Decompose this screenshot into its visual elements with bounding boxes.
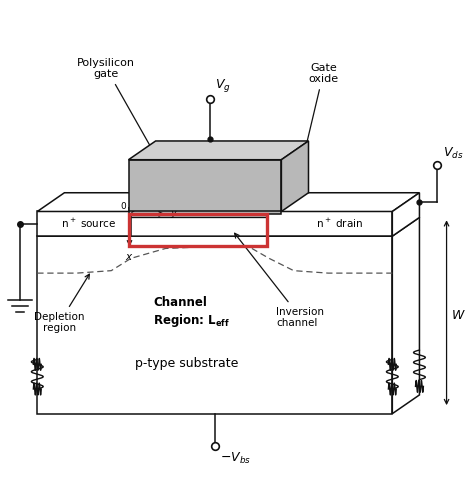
- Polygon shape: [266, 212, 392, 236]
- Text: Polysilicon
gate: Polysilicon gate: [77, 58, 164, 172]
- Text: Channel
Region: $\mathbf{L_{eff}}$: Channel Region: $\mathbf{L_{eff}}$: [153, 296, 230, 329]
- Text: Gate
oxide: Gate oxide: [300, 62, 338, 166]
- Polygon shape: [128, 160, 282, 212]
- Text: Inversion
channel: Inversion channel: [235, 233, 324, 328]
- Text: $x$: $x$: [125, 252, 134, 262]
- Polygon shape: [37, 236, 392, 414]
- Polygon shape: [282, 141, 309, 212]
- Text: p-type substrate: p-type substrate: [135, 358, 238, 370]
- Text: $W$: $W$: [452, 309, 466, 322]
- Polygon shape: [37, 212, 131, 236]
- Polygon shape: [37, 193, 158, 212]
- Text: 0: 0: [120, 202, 126, 211]
- Text: n$^+$ drain: n$^+$ drain: [316, 217, 363, 230]
- Bar: [128, 214, 266, 246]
- Polygon shape: [392, 217, 419, 414]
- Text: $V_g$: $V_g$: [215, 77, 231, 94]
- Polygon shape: [392, 193, 419, 236]
- Text: n$^+$ source: n$^+$ source: [62, 217, 117, 230]
- Text: $V_{ds}$: $V_{ds}$: [443, 146, 463, 161]
- Text: Depletion
region: Depletion region: [34, 274, 89, 333]
- Text: $y$: $y$: [170, 208, 179, 220]
- Polygon shape: [266, 193, 419, 212]
- Polygon shape: [128, 189, 309, 208]
- Polygon shape: [37, 217, 419, 236]
- Polygon shape: [128, 208, 282, 214]
- Text: $-V_{bs}$: $-V_{bs}$: [220, 451, 251, 466]
- Polygon shape: [128, 141, 309, 160]
- Text: $z$: $z$: [148, 191, 155, 201]
